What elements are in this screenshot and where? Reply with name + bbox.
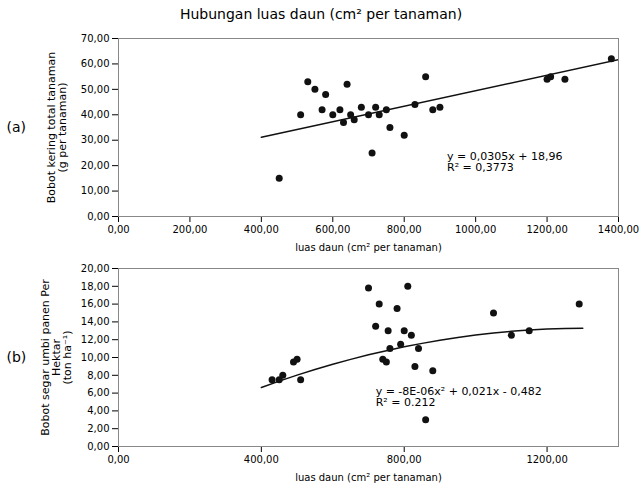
svg-text:1200,00: 1200,00: [526, 454, 567, 465]
svg-text:12,00: 12,00: [81, 334, 110, 345]
svg-text:40,00: 40,00: [81, 109, 110, 120]
svg-text:1000,00: 1000,00: [455, 224, 496, 235]
svg-text:(a): (a): [7, 119, 27, 135]
svg-text:8,00: 8,00: [87, 370, 109, 381]
svg-text:30,00: 30,00: [81, 134, 110, 145]
svg-text:800,00: 800,00: [387, 454, 422, 465]
svg-text:400,00: 400,00: [244, 454, 279, 465]
svg-text:800,00: 800,00: [387, 224, 422, 235]
html-text:Hubungan luas daun (cm² per ta: Hubungan luas daun (cm² per tanaman): [179, 6, 463, 22]
svg-text:600,00: 600,00: [315, 224, 350, 235]
svg-text:400,00: 400,00: [244, 224, 279, 235]
svg-text:y = 0,0305x + 18,96R² = 0,3773: y = 0,0305x + 18,96R² = 0,3773: [447, 150, 562, 174]
svg-text:0,00: 0,00: [107, 224, 129, 235]
svg-text:20,00: 20,00: [81, 160, 110, 171]
svg-text:18,00: 18,00: [81, 281, 110, 292]
svg-text:16,00: 16,00: [81, 298, 110, 309]
svg-text:luas daun (cm² per tanaman): luas daun (cm² per tanaman): [295, 472, 442, 483]
svg-text:1400,00: 1400,00: [598, 224, 639, 235]
svg-text:4,00: 4,00: [87, 405, 109, 416]
svg-text:6,00: 6,00: [87, 387, 109, 398]
svg-text:50,00: 50,00: [81, 84, 110, 95]
svg-text:2,00: 2,00: [87, 423, 109, 434]
svg-text:10,00: 10,00: [81, 352, 110, 363]
svg-text:14,00: 14,00: [81, 316, 110, 327]
svg-text:1200,00: 1200,00: [526, 224, 567, 235]
svg-text:0,00: 0,00: [107, 454, 129, 465]
svg-text:70,00: 70,00: [81, 33, 110, 44]
svg-text:Bobot kering total tanaman(g p: Bobot kering total tanaman(g per tanaman…: [45, 52, 69, 203]
svg-text:0,00: 0,00: [87, 441, 109, 452]
svg-text:y = -8E-06x² + 0,021x - 0,482R: y = -8E-06x² + 0,021x - 0,482R² = 0.212: [376, 385, 542, 409]
svg-text:luas daun (cm² per tanaman): luas daun (cm² per tanaman): [295, 242, 442, 253]
svg-text:60,00: 60,00: [81, 58, 110, 69]
svg-text:20,00: 20,00: [81, 263, 110, 274]
svg-text:200,00: 200,00: [172, 224, 207, 235]
svg-text:Bobot segar umbi panen PerHekt: Bobot segar umbi panen PerHektar(ton ha⁻…: [39, 279, 74, 436]
svg-text:10,00: 10,00: [81, 185, 110, 196]
svg-text:(b): (b): [7, 349, 27, 365]
svg-text:0,00: 0,00: [87, 211, 109, 222]
